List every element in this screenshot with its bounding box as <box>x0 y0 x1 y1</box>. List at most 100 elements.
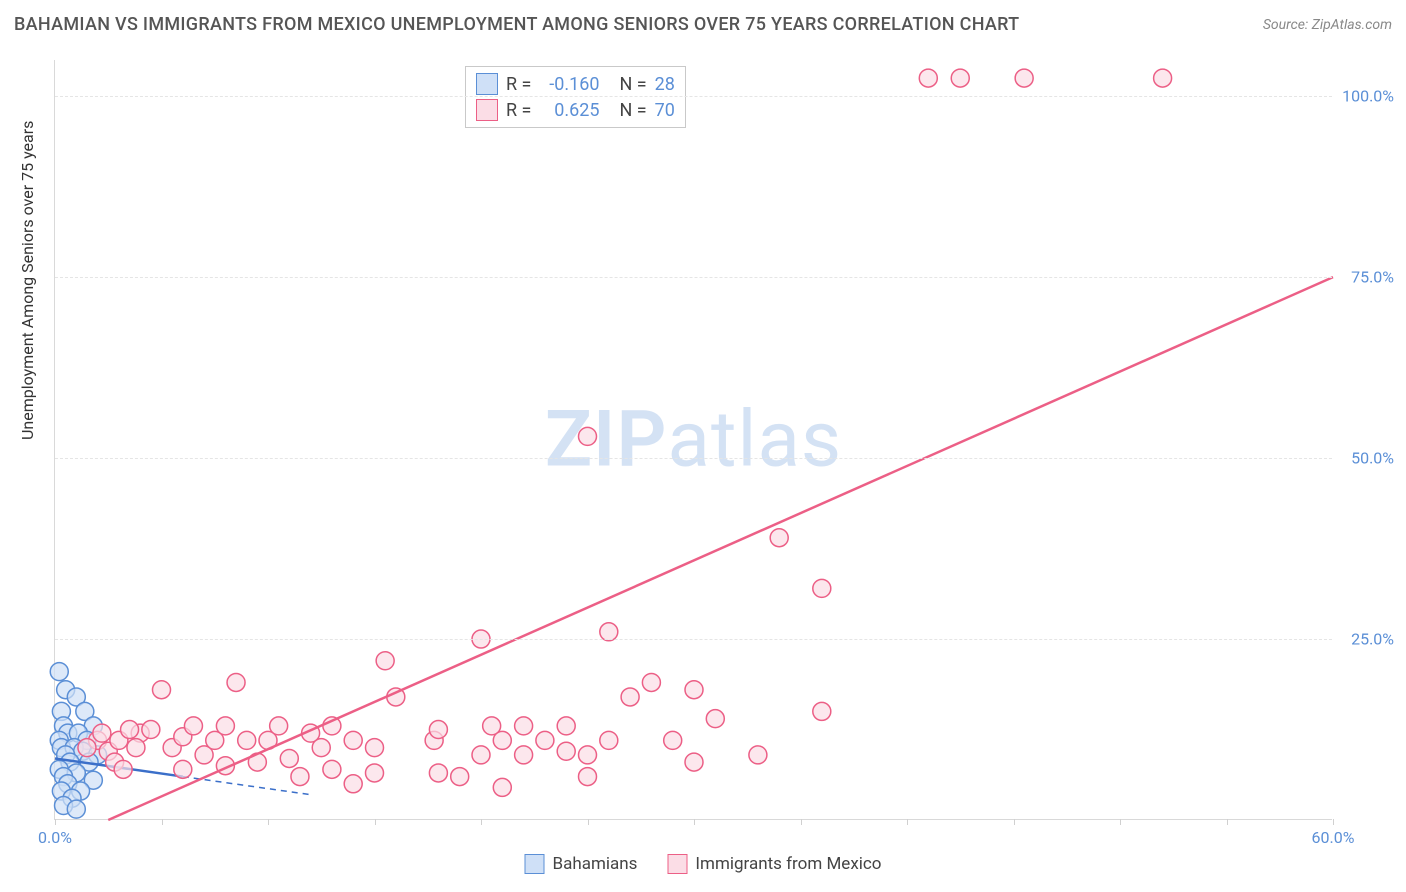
data-point <box>78 739 96 757</box>
data-point <box>280 749 298 767</box>
x-tick <box>1014 819 1015 825</box>
n-value: 28 <box>655 74 675 95</box>
x-tick <box>801 819 802 825</box>
gridline <box>55 639 1332 640</box>
stats-row: R = 0.625 N = 70 <box>476 97 675 123</box>
data-point <box>493 778 511 796</box>
plot-area: ZIPatlas R =-0.160N =28R =0.625N =70 25.… <box>54 60 1332 820</box>
data-point <box>50 663 68 681</box>
data-point <box>114 760 132 778</box>
data-point <box>685 681 703 699</box>
x-tick <box>1227 819 1228 825</box>
x-tick <box>694 819 695 825</box>
stats-row: R =-0.160N =28 <box>476 71 675 97</box>
data-point <box>291 768 309 786</box>
data-point <box>515 746 533 764</box>
data-point <box>142 721 160 739</box>
gridline <box>55 96 1332 97</box>
chart-title: BAHAMIAN VS IMMIGRANTS FROM MEXICO UNEMP… <box>14 14 1019 35</box>
x-tick-label: 0.0% <box>38 828 72 847</box>
data-point <box>216 717 234 735</box>
data-point <box>184 717 202 735</box>
x-tick <box>481 819 482 825</box>
x-tick <box>907 819 908 825</box>
data-point <box>227 673 245 691</box>
r-value: -0.160 <box>539 74 599 95</box>
data-point <box>67 800 85 818</box>
data-point <box>642 673 660 691</box>
data-point <box>1154 69 1172 87</box>
data-point <box>238 731 256 749</box>
x-tick <box>162 819 163 825</box>
data-point <box>270 717 288 735</box>
data-point <box>579 768 597 786</box>
data-point <box>749 746 767 764</box>
data-point <box>770 529 788 547</box>
scatter-svg <box>55 60 1332 819</box>
data-point <box>515 717 533 735</box>
legend-item: Bahamians <box>525 854 638 874</box>
y-axis-title: Unemployment Among Seniors over 75 years <box>18 121 37 440</box>
data-point <box>429 764 447 782</box>
data-point <box>472 746 490 764</box>
trend-line <box>108 277 1333 820</box>
bottom-legend: Bahamians Immigrants from Mexico <box>525 854 882 874</box>
legend-swatch <box>667 854 687 874</box>
data-point <box>121 721 139 739</box>
data-point <box>153 681 171 699</box>
data-point <box>813 702 831 720</box>
data-point <box>344 775 362 793</box>
x-tick <box>1333 819 1334 825</box>
legend-label: Immigrants from Mexico <box>695 854 881 874</box>
y-tick-label: 100.0% <box>1342 87 1394 106</box>
r-label: R = <box>506 74 531 95</box>
data-point <box>706 710 724 728</box>
x-tick <box>588 819 589 825</box>
data-point <box>579 746 597 764</box>
data-point <box>366 764 384 782</box>
data-point <box>536 731 554 749</box>
data-point <box>951 69 969 87</box>
gridline <box>55 458 1332 459</box>
data-point <box>1015 69 1033 87</box>
legend-swatch <box>525 854 545 874</box>
data-point <box>344 731 362 749</box>
n-label: N = <box>619 100 646 121</box>
data-point <box>579 427 597 445</box>
data-point <box>451 768 469 786</box>
y-tick-label: 50.0% <box>1351 449 1394 468</box>
data-point <box>813 579 831 597</box>
data-point <box>600 731 618 749</box>
data-point <box>127 739 145 757</box>
y-tick-label: 75.0% <box>1351 268 1394 287</box>
source-attribution: Source: ZipAtlas.com <box>1263 17 1392 33</box>
x-tick <box>375 819 376 825</box>
data-point <box>312 739 330 757</box>
data-point <box>557 717 575 735</box>
n-value: 70 <box>655 100 675 121</box>
x-tick <box>1120 819 1121 825</box>
x-tick <box>268 819 269 825</box>
data-point <box>493 731 511 749</box>
data-point <box>557 742 575 760</box>
data-point <box>366 739 384 757</box>
legend-swatch <box>476 99 498 121</box>
x-tick-label: 60.0% <box>1312 828 1355 847</box>
data-point <box>685 753 703 771</box>
data-point <box>93 724 111 742</box>
data-point <box>429 721 447 739</box>
x-tick <box>55 819 56 825</box>
legend-swatch <box>476 73 498 95</box>
legend-label: Bahamians <box>553 854 638 874</box>
data-point <box>323 760 341 778</box>
r-label: R = <box>506 100 531 121</box>
data-point <box>621 688 639 706</box>
data-point <box>174 760 192 778</box>
r-value: 0.625 <box>539 100 599 121</box>
data-point <box>919 69 937 87</box>
y-tick-label: 25.0% <box>1351 630 1394 649</box>
data-point <box>376 652 394 670</box>
gridline <box>55 277 1332 278</box>
legend-item: Immigrants from Mexico <box>667 854 881 874</box>
data-point <box>664 731 682 749</box>
